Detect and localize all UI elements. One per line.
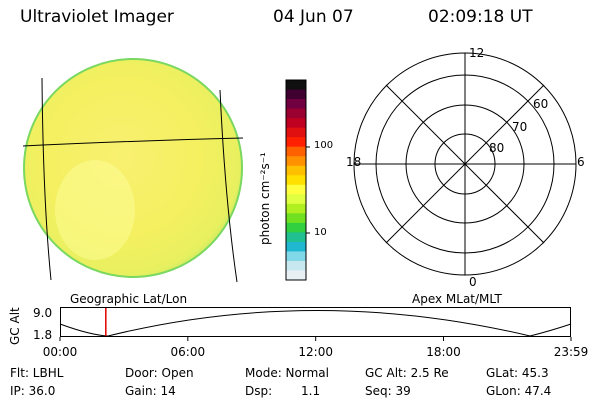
polar-plot (353, 52, 577, 276)
mlt-label-12: 12 (469, 46, 485, 60)
instrument-title: Ultraviolet Imager (20, 7, 174, 27)
colorbar-segment (286, 89, 306, 100)
bright-region (55, 160, 135, 260)
colorbar-scale (286, 80, 306, 281)
colorbar-segment (286, 203, 306, 214)
info-glon: GLon: 47.4 (486, 384, 552, 398)
info-dsp-label: Dsp: (245, 384, 273, 398)
info-flt: Flt: LBHL (10, 366, 64, 380)
altitude-xtick-label: 06:00 (170, 345, 206, 359)
earth-disk (23, 58, 243, 278)
colorbar-segment (286, 175, 306, 186)
colorbar-segment (286, 194, 306, 205)
info-door: Door: Open (125, 366, 194, 380)
colorbar-tick-10: 10 (314, 227, 327, 238)
mlt-label-18: 18 (346, 155, 362, 169)
info-gc-alt: GC Alt: 2.5 Re (365, 366, 449, 380)
colorbar-tick-100: 100 (314, 140, 334, 151)
colorbar (285, 79, 310, 281)
altitude-ylabel: GC Alt (8, 307, 22, 345)
polar-diagonal (385, 84, 545, 244)
colorbar-segment (286, 80, 306, 91)
altitude-frame (60, 307, 571, 337)
colorbar-segment (286, 118, 306, 129)
colorbar-segment (286, 108, 306, 119)
date-label: 04 Jun 07 (273, 7, 354, 27)
colorbar-segment (286, 156, 306, 167)
colorbar-segment (286, 251, 306, 262)
mlt-label-0: 0 (469, 275, 477, 289)
colorbar-segment (286, 137, 306, 148)
meridian-line (219, 89, 238, 283)
lat-label-80: 80 (489, 141, 505, 155)
lat-label-70: 70 (512, 120, 528, 134)
earth-disk-image (22, 58, 244, 283)
altitude-xtick-label: 23:59 (553, 345, 589, 359)
info-mode: Mode: Normal (245, 366, 329, 380)
altitude-ytick-bottom: 1.8 (33, 328, 53, 342)
info-seq: Seq: 39 (365, 384, 411, 398)
mlt-label-6: 6 (577, 155, 585, 169)
altitude-xtick-label: 12:00 (298, 345, 333, 359)
colorbar-segment (286, 222, 306, 233)
colorbar-segment (286, 165, 306, 176)
colorbar-segment (286, 241, 306, 252)
colorbar-segment (286, 270, 306, 281)
colorbar-segment (286, 146, 306, 157)
info-gain: Gain: 14 (125, 384, 176, 398)
colorbar-segment (286, 184, 306, 195)
left-panel-label: Geographic Lat/Lon (70, 292, 188, 306)
colorbar-segment (286, 127, 306, 138)
colorbar-segment (286, 213, 306, 224)
altitude-curve (59, 310, 572, 337)
altitude-xtick-label: 00:00 (42, 345, 78, 359)
colorbar-unit-label: photon cm⁻²s⁻¹ (258, 152, 272, 245)
right-panel-label: Apex MLat/MLT (412, 292, 502, 306)
altitude-xtick-label: 18:00 (426, 345, 461, 359)
colorbar-segment (286, 260, 306, 271)
meridian-line (41, 77, 52, 281)
info-ip: IP: 36.0 (10, 384, 56, 398)
time-label: 02:09:18 UT (428, 7, 533, 27)
lat-label-60: 60 (533, 97, 549, 111)
info-dsp-value: 1.1 (301, 384, 321, 398)
colorbar-segment (286, 232, 306, 243)
info-glat: GLat: 45.3 (486, 366, 549, 380)
parallel-line (22, 137, 244, 147)
colorbar-segment (286, 99, 306, 110)
altitude-plot (59, 307, 572, 341)
altitude-ytick-top: 9.0 (33, 306, 53, 320)
